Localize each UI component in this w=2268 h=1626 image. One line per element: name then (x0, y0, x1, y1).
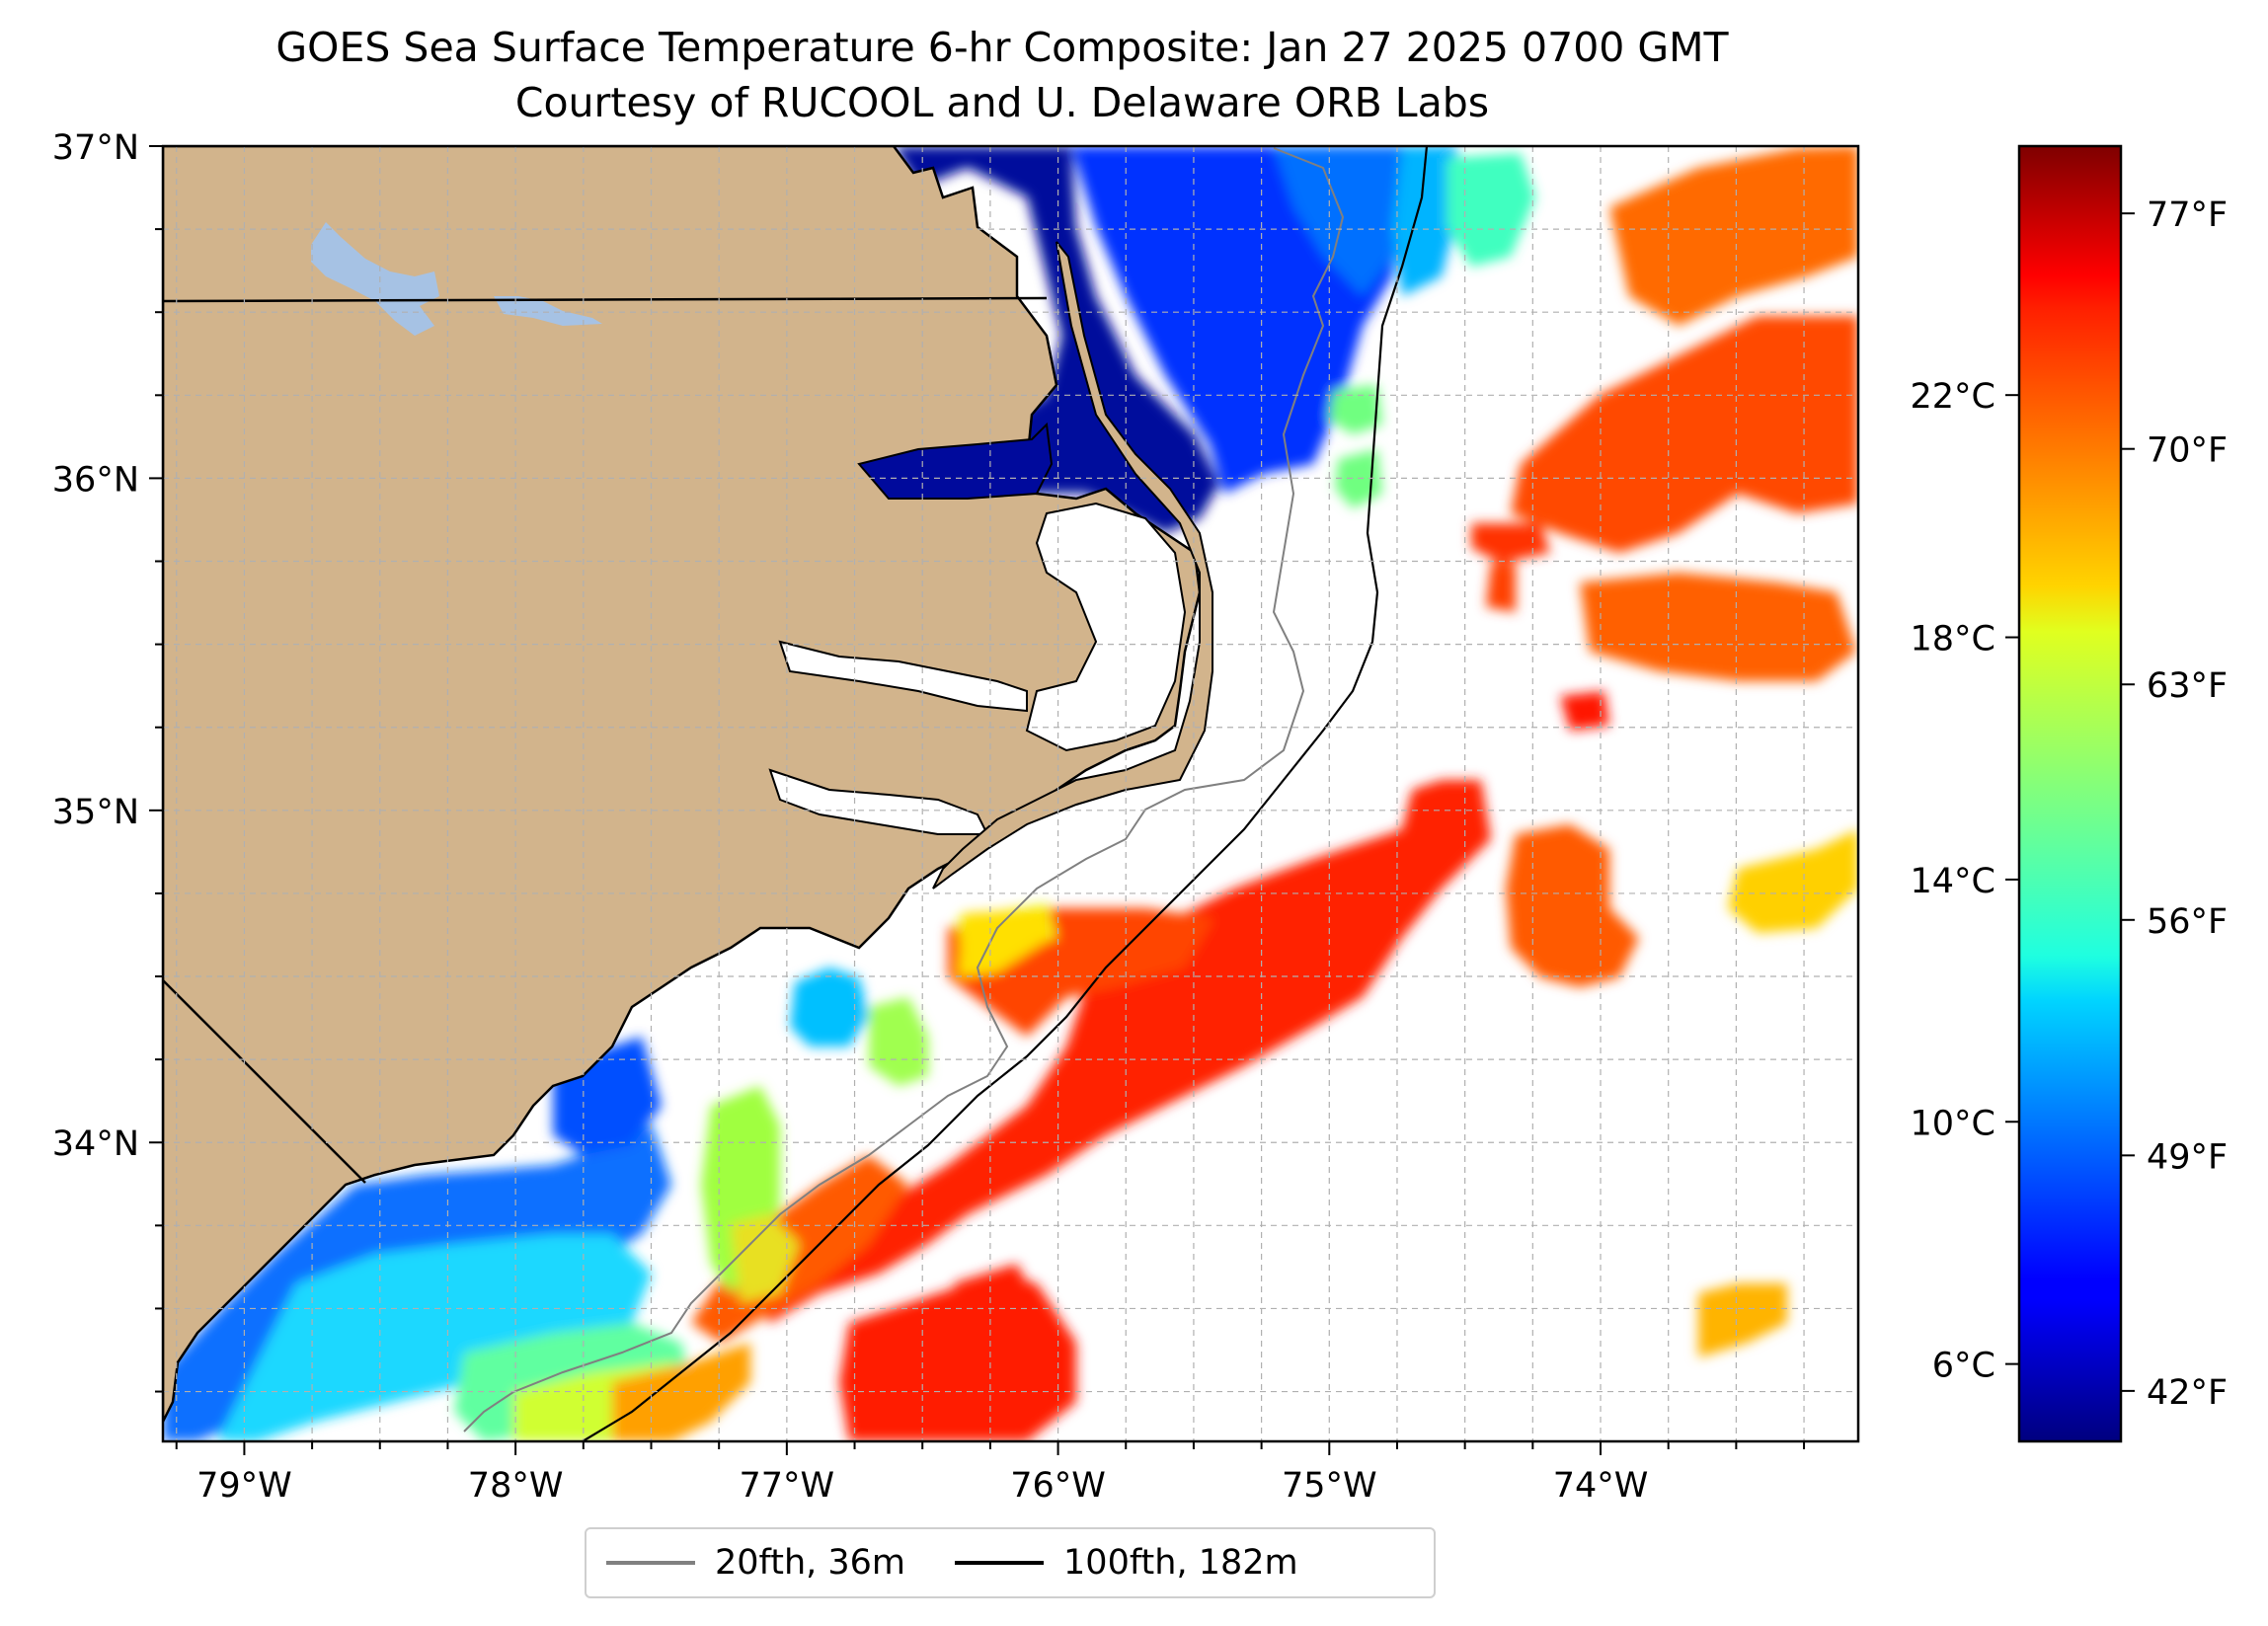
sst-patch-east-yellow (1728, 829, 1858, 933)
border-nc-sc (163, 979, 366, 1184)
legend-entry-100fth: 100fth, 182m (955, 1543, 1298, 1583)
lon-tick-label: 79°W (196, 1466, 292, 1506)
map-subtitle: Courtesy of RUCOOL and U. Delaware ORB L… (514, 79, 1490, 126)
lon-tick-label: 76°W (1010, 1466, 1106, 1506)
sst-patch-mid-orange-2 (1486, 563, 1516, 612)
colorbar-f-label: 42°F (2147, 1373, 2228, 1413)
lat-tick-label: 36°N (52, 460, 139, 500)
legend-label-100fth: 100fth, 182m (1063, 1543, 1298, 1583)
sst-patch-ne-orange-1 (1609, 146, 1858, 326)
colorbar-f-label: 56°F (2147, 902, 2228, 942)
sst-patch-sw-cyan (217, 1234, 652, 1441)
colorbar-f-label: 63°F (2147, 666, 2228, 706)
legend-line-20fth (606, 1561, 695, 1565)
colorbar-f-label: 77°F (2147, 195, 2228, 235)
sst-data-layer (163, 146, 1858, 1441)
lake-gaston (494, 296, 602, 326)
sst-patch-ne-red (1471, 523, 1550, 563)
sst-patch-cyan-northeast (1447, 153, 1535, 267)
colorbar-c-label: 18°C (1911, 620, 1995, 659)
legend-label-20fth: 20fth, 36m (715, 1543, 906, 1583)
sst-patch-south-red (839, 1274, 1076, 1441)
sst-patch-mid-orange (1580, 573, 1856, 681)
sst-patch-ne-orange-2 (1511, 316, 1858, 553)
sst-patch-onslow-green (869, 997, 928, 1086)
sst-patch-east-orange (1506, 824, 1639, 987)
border-va-nc (163, 296, 1048, 303)
lat-tick-label: 34°N (52, 1124, 139, 1164)
sst-patch-red-small (1560, 691, 1609, 731)
colorbar-c-label: 22°C (1911, 377, 1995, 417)
colorbar-f-label: 70°F (2147, 431, 2228, 471)
map-gridlines (163, 146, 1858, 1441)
isobath-100fth (582, 146, 1429, 1441)
sst-patch-onslow-cyan (790, 968, 869, 1046)
pamlico-sound (1025, 502, 1187, 752)
colorbar-ticks: 77°F 70°F 63°F 56°F 49°F 42°F 22°C 18°C 14°C 10°C… (1911, 195, 2229, 1413)
legend-entry-20fth: 20fth, 36m (606, 1543, 905, 1583)
lon-tick-label: 74°W (1553, 1466, 1649, 1506)
outer-banks (932, 241, 1213, 890)
lat-tick-label: 37°N (52, 128, 139, 168)
sst-patch-green-a (1328, 385, 1382, 434)
colorbar-c-label: 14°C (1911, 862, 1995, 901)
albemarle-sound (857, 422, 1054, 500)
colorbar-c-label: 10°C (1911, 1104, 1995, 1143)
isobath-legend: 20fth, 36m 100fth, 182m (585, 1527, 1436, 1598)
sst-patch-se-yellow (1698, 1283, 1787, 1357)
sst-patch-gulfstream-main (750, 780, 1491, 1323)
lat-tick-label: 35°N (52, 793, 139, 832)
lon-tick-label: 78°W (468, 1466, 564, 1506)
legend-line-100fth (955, 1561, 1045, 1565)
colorbar (2017, 144, 2123, 1443)
sst-patch-south-red-2 (953, 1264, 1037, 1313)
lon-tick-label: 77°W (740, 1466, 835, 1506)
sst-patch-sw-orange (612, 1343, 750, 1441)
map-frame (161, 144, 1860, 1443)
colorbar-c-label: 6°C (1932, 1347, 1995, 1386)
sst-patch-cyan-north (1392, 146, 1461, 296)
pamlico-river (778, 640, 1028, 713)
colorbar-f-label: 49°F (2147, 1137, 2228, 1177)
map-title: GOES Sea Surface Temperature 6-hr Compos… (275, 24, 1729, 71)
sst-patch-north-lightblue (1274, 146, 1402, 296)
map-axis-ticks: 79°W 78°W 77°W 76°W 75°W 74°W 37°N 36°N 35°N 34°N (52, 128, 1806, 1506)
lon-tick-label: 75°W (1282, 1466, 1377, 1506)
lake-kerr (311, 222, 439, 336)
